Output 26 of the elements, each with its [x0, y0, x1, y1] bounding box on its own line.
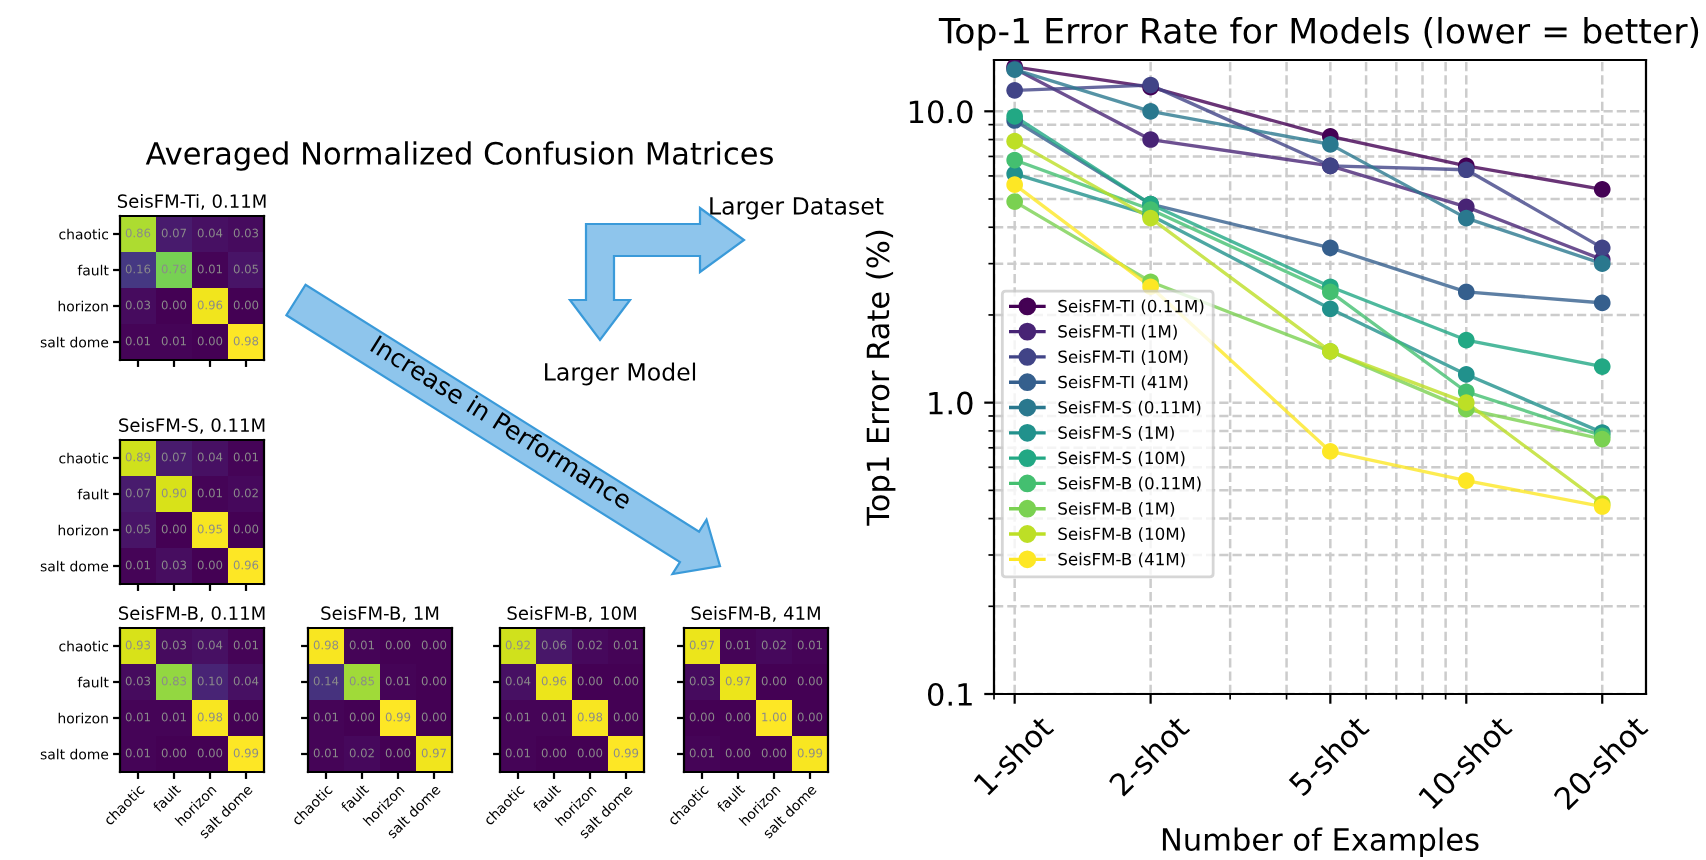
- chart-title: SeisFM-S, 0.11M: [119, 417, 265, 434]
- chart-title: SeisFM-B, 0.11M: [118, 605, 265, 622]
- chart-title: Top-1 Error Rate for Models (lower = better): [938, 16, 1699, 51]
- chart-title: SeisFM-B, 1M: [321, 605, 439, 622]
- legend-label: SeisFM-B (0.11M): [1058, 476, 1201, 492]
- legend-label: SeisFM-TI (1M): [1058, 324, 1177, 340]
- legend-label: SeisFM-S (10M): [1058, 451, 1185, 467]
- text: Averaged Normalized Confusion Matrices: [145, 141, 773, 171]
- legend-label: SeisFM-B (1M): [1058, 501, 1175, 517]
- legend-label: SeisFM-TI (0.11M): [1058, 299, 1204, 315]
- y-tick-label: 0.1: [927, 682, 972, 707]
- chart-title: SeisFM-Ti, 0.11M: [117, 193, 266, 210]
- x-axis-title: Number of Examples: [1162, 827, 1479, 857]
- y-tick-label: 1.0: [929, 391, 973, 415]
- legend-label: SeisFM-TI (10M): [1058, 350, 1188, 365]
- y-tick-label: 10.0: [909, 100, 973, 124]
- legend-label: SeisFM-TI (41M): [1058, 375, 1188, 391]
- chart-title: SeisFM-B, 41M: [691, 605, 820, 622]
- legend-label: SeisFM-S (1M): [1058, 425, 1174, 441]
- legend-label: SeisFM-B (41M): [1058, 552, 1185, 568]
- chart-title: SeisFM-B, 10M: [507, 605, 636, 622]
- text: Larger Dataset: [710, 197, 884, 220]
- legend-label: SeisFM-B (10M): [1058, 527, 1185, 543]
- legend-label: SeisFM-S (0.11M): [1058, 400, 1201, 416]
- y-axis-title: Top1 Error Rate (%): [865, 230, 896, 526]
- text: Larger Model: [545, 362, 696, 386]
